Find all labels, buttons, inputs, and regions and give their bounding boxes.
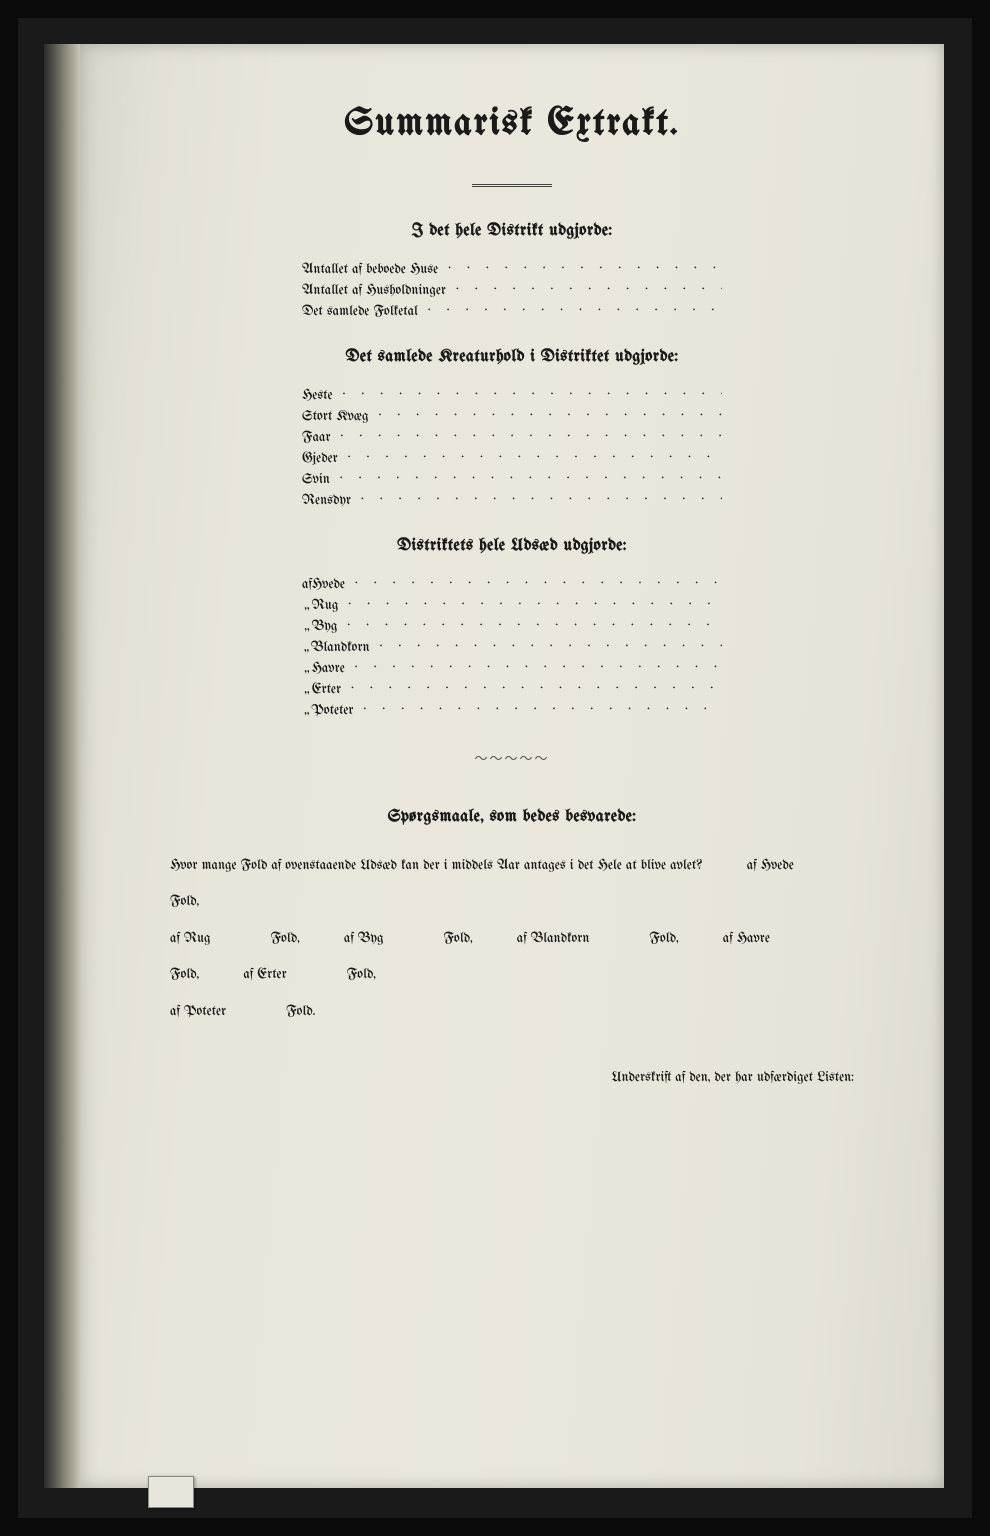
fold-unit: Fold, bbox=[271, 931, 300, 946]
list-item: „ Blandkorn bbox=[302, 640, 722, 655]
row-label: Stort Kvæg bbox=[302, 409, 369, 424]
leader-dots bbox=[446, 283, 722, 298]
list-item: Antallet af Husholdninger bbox=[302, 283, 722, 298]
list-item: Svin bbox=[302, 472, 722, 487]
section2-rows: Heste Stort Kvæg Faar Gjeder Svin Rensdy… bbox=[302, 388, 722, 508]
page-content: Summarisk Extrakt. I det hele Distrikt u… bbox=[80, 44, 944, 1125]
row-label: Antallet af beboede Huse bbox=[302, 262, 438, 277]
list-item: Heste bbox=[302, 388, 722, 403]
section4-heading: Spørgsmaale, som bedes besvarede: bbox=[150, 809, 874, 826]
leader-dots bbox=[370, 640, 722, 655]
fold-label: af Havre bbox=[723, 931, 770, 946]
leader-dots bbox=[438, 262, 722, 277]
row-label: Havre bbox=[312, 661, 345, 676]
list-item: „ Byg bbox=[302, 619, 722, 634]
fold-label: af Hvede bbox=[747, 858, 794, 873]
leader-dots bbox=[418, 304, 722, 319]
fold-unit: Fold, bbox=[347, 967, 376, 982]
signature-line: Underskrift af den, der har udfærdiget L… bbox=[150, 1070, 854, 1085]
section1-heading: I det hele Distrikt udgjorde: bbox=[150, 223, 874, 240]
fold-unit: Fold, bbox=[170, 967, 199, 982]
list-item: „ Rug bbox=[302, 598, 722, 613]
scan-frame: Summarisk Extrakt. I det hele Distrikt u… bbox=[18, 18, 972, 1518]
leader-dots bbox=[351, 493, 722, 508]
row-label: Erter bbox=[312, 682, 341, 697]
book-binding bbox=[44, 44, 80, 1488]
row-label: Blandkorn bbox=[311, 640, 370, 655]
page-title: Summarisk Extrakt. bbox=[150, 104, 874, 144]
row-label: Heste bbox=[302, 388, 333, 403]
fold-label: af Poteter bbox=[170, 1004, 226, 1019]
section3-rows: af Hvede „ Rug „ Byg „ Blandkorn „ Havre… bbox=[302, 577, 722, 718]
leader-dots bbox=[338, 451, 722, 466]
prefix: „ bbox=[302, 703, 311, 718]
list-item: Det samlede Folketal bbox=[302, 304, 722, 319]
title-rule bbox=[472, 184, 552, 187]
leader-dots bbox=[331, 430, 722, 445]
row-label: Faar bbox=[302, 430, 331, 445]
fold-label: af Blandkorn bbox=[517, 931, 590, 946]
ornament-rule: ～～～～～ bbox=[452, 748, 572, 769]
fold-unit: Fold. bbox=[286, 1004, 315, 1019]
leader-dots bbox=[345, 661, 722, 676]
row-label: Hvede bbox=[312, 577, 345, 592]
list-item: „ Erter bbox=[302, 682, 722, 697]
question-paragraph: Hvor mange Fold af ovenstaaende Udsæd ka… bbox=[170, 848, 854, 1030]
prefix: „ bbox=[302, 682, 312, 697]
fold-label: af Byg bbox=[344, 931, 384, 946]
list-item: af Hvede bbox=[302, 577, 722, 592]
list-item: „ Poteter bbox=[302, 703, 722, 718]
list-item: Faar bbox=[302, 430, 722, 445]
list-item: Rensdyr bbox=[302, 493, 722, 508]
row-label: Rug bbox=[312, 598, 339, 613]
page: Summarisk Extrakt. I det hele Distrikt u… bbox=[80, 44, 944, 1488]
leader-dots bbox=[338, 598, 722, 613]
prefix: „ bbox=[302, 661, 312, 676]
page-tab bbox=[148, 1476, 194, 1508]
prefix: „ bbox=[302, 598, 312, 613]
fold-unit: Fold, bbox=[170, 894, 199, 909]
prefix: „ bbox=[302, 619, 312, 634]
leader-dots bbox=[341, 682, 722, 697]
question-lead: Hvor mange Fold af ovenstaaende Udsæd ka… bbox=[170, 858, 702, 873]
leader-dots bbox=[337, 619, 722, 634]
section1-rows: Antallet af beboede Huse Antallet af Hus… bbox=[302, 262, 722, 319]
fold-label: af Erter bbox=[243, 967, 286, 982]
section3-heading: Distriktets hele Udsæd udgjorde: bbox=[150, 538, 874, 555]
fold-unit: Fold, bbox=[649, 931, 678, 946]
leader-dots bbox=[330, 472, 722, 487]
list-item: Gjeder bbox=[302, 451, 722, 466]
leader-dots bbox=[345, 577, 722, 592]
row-label: Gjeder bbox=[302, 451, 338, 466]
row-label: Antallet af Husholdninger bbox=[302, 283, 446, 298]
fold-label: af Rug bbox=[170, 931, 211, 946]
list-item: „ Havre bbox=[302, 661, 722, 676]
row-label: Det samlede Folketal bbox=[302, 304, 418, 319]
row-label: Byg bbox=[312, 619, 338, 634]
leader-dots bbox=[354, 703, 723, 718]
list-item: Stort Kvæg bbox=[302, 409, 722, 424]
prefix: „ bbox=[302, 640, 311, 655]
fold-unit: Fold, bbox=[443, 931, 472, 946]
section2-heading: Det samlede Kreaturhold i Distriktet udg… bbox=[150, 349, 874, 366]
leader-dots bbox=[369, 409, 722, 424]
row-label: Rensdyr bbox=[302, 493, 351, 508]
list-item: Antallet af beboede Huse bbox=[302, 262, 722, 277]
leader-dots bbox=[333, 388, 722, 403]
row-label: Svin bbox=[302, 472, 330, 487]
prefix: af bbox=[302, 577, 312, 592]
row-label: Poteter bbox=[311, 703, 353, 718]
